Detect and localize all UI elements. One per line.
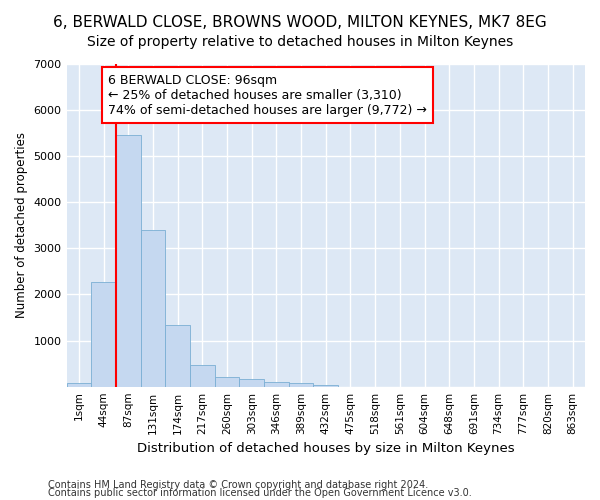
Text: Size of property relative to detached houses in Milton Keynes: Size of property relative to detached ho… [87, 35, 513, 49]
Bar [289, 384, 313, 386]
Bar [313, 385, 338, 386]
Text: Contains public sector information licensed under the Open Government Licence v3: Contains public sector information licen… [48, 488, 472, 498]
Bar [116, 134, 140, 386]
Bar [67, 383, 91, 386]
Bar [239, 380, 264, 386]
X-axis label: Distribution of detached houses by size in Milton Keynes: Distribution of detached houses by size … [137, 442, 515, 455]
Text: Contains HM Land Registry data © Crown copyright and database right 2024.: Contains HM Land Registry data © Crown c… [48, 480, 428, 490]
Bar [165, 326, 190, 386]
Text: 6, BERWALD CLOSE, BROWNS WOOD, MILTON KEYNES, MK7 8EG: 6, BERWALD CLOSE, BROWNS WOOD, MILTON KE… [53, 15, 547, 30]
Bar [264, 382, 289, 386]
Bar [91, 282, 116, 387]
Bar [190, 366, 215, 386]
Bar [140, 230, 165, 386]
Text: 6 BERWALD CLOSE: 96sqm
← 25% of detached houses are smaller (3,310)
74% of semi-: 6 BERWALD CLOSE: 96sqm ← 25% of detached… [108, 74, 427, 116]
Bar [215, 378, 239, 386]
Y-axis label: Number of detached properties: Number of detached properties [15, 132, 28, 318]
